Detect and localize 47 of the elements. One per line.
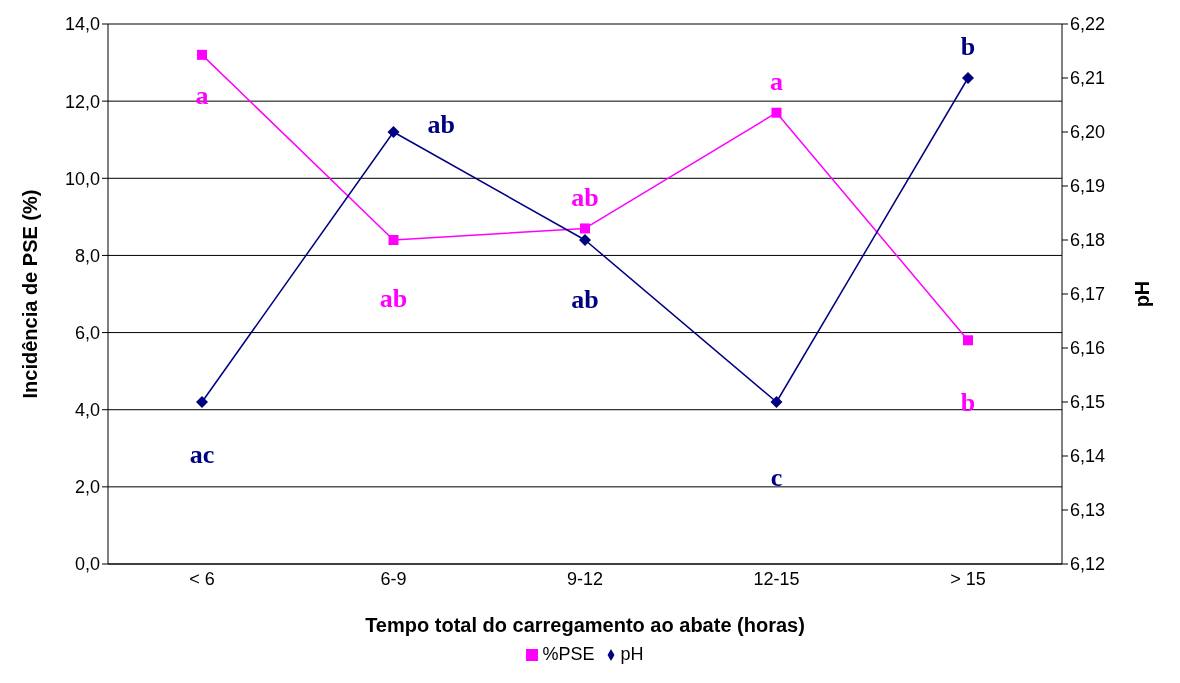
point [197,49,207,60]
annotation: c [770,463,783,493]
point [387,126,400,138]
y-tick-label: 14,0 [64,14,100,35]
y-tick-label: 2,0 [74,477,100,498]
annotation: ab [379,284,408,314]
y2-tick-label: 6,20 [1070,122,1106,143]
y2-tick-label: 6,14 [1070,446,1106,467]
point [771,107,782,118]
legend-label: %PSE [542,644,595,664]
y-tick-label: 10,0 [64,168,100,189]
x-tick-label: 12-15 [753,568,800,589]
annotation: ab [427,110,455,140]
point [388,235,399,245]
x-tick-label: < 6 [189,568,215,589]
y2-tick-label: 6,21 [1070,68,1106,89]
annotation: ab [571,182,599,212]
y-tick-label: 0,0 [74,554,100,575]
point [580,223,590,234]
y-tick-label: 12,0 [64,91,100,112]
point [196,396,208,408]
y-tick-label: 4,0 [74,400,100,421]
y2-tick-label: 6,13 [1070,500,1106,521]
point [963,335,973,346]
legend-label: pH [620,644,644,664]
point [962,72,974,84]
x-axis-title: Tempo total do carregamento ao abate (horas) [365,614,805,636]
y2-tick-label: 6,15 [1070,392,1106,413]
annotation: b [960,32,976,62]
annotation: ac [189,440,215,470]
y2-tick-label: 6,22 [1070,14,1106,35]
y2-tick-label: 6,17 [1070,284,1106,305]
y2-tick-label: 6,18 [1070,230,1106,251]
x-tick-label: 6-9 [380,568,407,589]
y2-tick-label: 6,16 [1070,338,1106,359]
y-axis-title: Incidência de PSE (%) [19,189,42,399]
x-tick-label: 9-12 [566,568,604,589]
annotation: ab [571,285,599,315]
x-tick-label: > 15 [950,568,986,589]
y2-tick-label: 6,19 [1070,176,1106,197]
y2-axis-title: pH [1131,280,1154,308]
point [579,234,591,246]
y-tick-label: 8,0 [74,245,100,266]
point [770,396,783,408]
y-tick-label: 6,0 [74,322,100,343]
y2-tick-label: 6,12 [1070,554,1106,575]
annotation: a [770,66,783,96]
